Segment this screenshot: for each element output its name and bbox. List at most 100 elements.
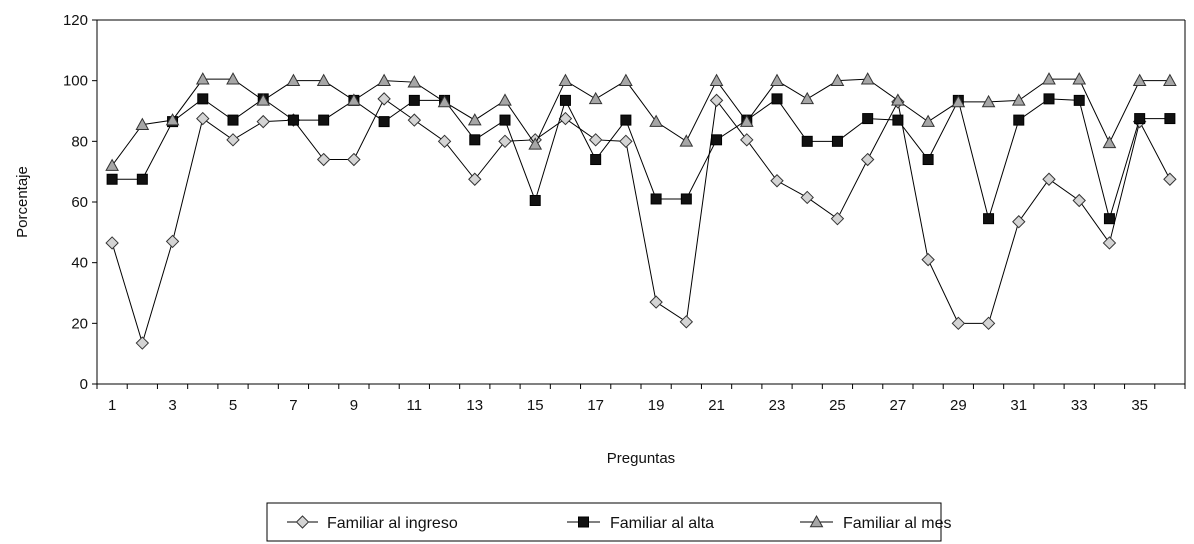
data-point [983, 213, 995, 225]
data-point [1072, 72, 1087, 85]
data-point [316, 152, 331, 167]
legend-marker [578, 516, 589, 528]
legend-label: Familiar al ingreso [327, 515, 458, 532]
x-tick-label: 9 [350, 397, 358, 414]
data-point [709, 93, 724, 108]
data-point [135, 117, 150, 130]
data-point [408, 94, 420, 106]
data-point [1012, 215, 1026, 229]
data-point [680, 193, 692, 205]
x-tick-label: 3 [168, 397, 176, 414]
data-point [1042, 72, 1056, 85]
data-point [679, 315, 694, 329]
data-point [1164, 113, 1176, 125]
x-tick-label: 35 [1131, 397, 1148, 414]
legend: Familiar al ingreso Familiar al alta Famil… [266, 502, 951, 542]
data-point [558, 111, 573, 126]
data-point [770, 73, 784, 86]
data-point [407, 75, 422, 88]
data-point [105, 158, 119, 171]
data-point [951, 316, 966, 331]
x-tick-label: 33 [1071, 397, 1088, 414]
data-point [709, 73, 724, 86]
data-point [679, 134, 694, 147]
x-tick-label: 7 [289, 397, 297, 414]
data-point [105, 236, 119, 250]
data-point [830, 73, 845, 86]
data-point [256, 114, 270, 129]
data-point [499, 114, 511, 126]
y-tick-label: 60 [71, 194, 88, 211]
data-point [981, 316, 996, 331]
data-point [831, 135, 843, 147]
data-point [318, 114, 330, 126]
data-point [437, 94, 452, 108]
legend-label: Familiar al alta [610, 515, 714, 532]
series-line [111, 78, 1170, 166]
data-point [619, 134, 633, 149]
x-tick-label: 27 [890, 397, 907, 414]
data-point [377, 73, 391, 86]
data-point [649, 295, 663, 309]
data-point [316, 73, 331, 86]
x-tick-label: 29 [950, 397, 967, 414]
data-point [467, 113, 482, 126]
data-point [1103, 213, 1115, 225]
y-tick-label: 20 [71, 315, 88, 332]
series-line [111, 98, 1171, 345]
data-point [739, 114, 754, 127]
data-point [770, 174, 784, 188]
y-tick-label: 40 [71, 255, 88, 272]
data-point [801, 135, 813, 147]
x-tick-label: 23 [769, 397, 786, 414]
data-point [256, 93, 271, 106]
data-point [1163, 172, 1177, 186]
data-point [1102, 135, 1117, 149]
data-point [197, 93, 209, 105]
x-tick-label: 13 [466, 397, 483, 414]
data-point [1073, 94, 1085, 106]
y-tick-label: 80 [71, 133, 88, 150]
data-point [469, 134, 481, 146]
data-point [347, 152, 361, 167]
data-point [286, 73, 301, 86]
data-point [498, 134, 512, 149]
data-point [196, 111, 210, 126]
data-point [287, 114, 299, 126]
data-point [740, 133, 754, 147]
y-axis-title: Porcentaje [14, 166, 31, 238]
data-point [378, 116, 390, 128]
data-point [498, 93, 512, 106]
data-point [830, 211, 845, 226]
x-tick-label: 25 [829, 397, 846, 414]
y-tick-label: 100 [63, 73, 88, 90]
data-point [1072, 193, 1086, 208]
data-point [1134, 113, 1146, 125]
data-point [588, 133, 603, 147]
data-point [1042, 172, 1056, 186]
y-tick-label: 120 [63, 12, 88, 29]
data-point [951, 94, 966, 108]
data-point [165, 113, 180, 126]
x-tick-label: 17 [587, 397, 604, 414]
data-point [226, 133, 240, 147]
data-point [981, 94, 996, 108]
x-tick-label: 5 [229, 397, 237, 414]
series-3 [105, 72, 1177, 171]
data-point [227, 114, 239, 126]
data-point [619, 73, 633, 86]
legend-item-2: Familiar al alta [567, 515, 714, 532]
data-point [106, 173, 118, 185]
data-point [649, 114, 663, 127]
data-point [892, 114, 904, 126]
legend-label: Familiar al mes [843, 515, 951, 532]
data-point [1132, 73, 1147, 86]
data-point [558, 73, 573, 86]
data-point [1163, 73, 1177, 86]
y-tick-label: 0 [80, 376, 88, 393]
data-point [891, 93, 905, 106]
data-point [590, 154, 602, 166]
x-axis-title: Preguntas [607, 450, 675, 467]
